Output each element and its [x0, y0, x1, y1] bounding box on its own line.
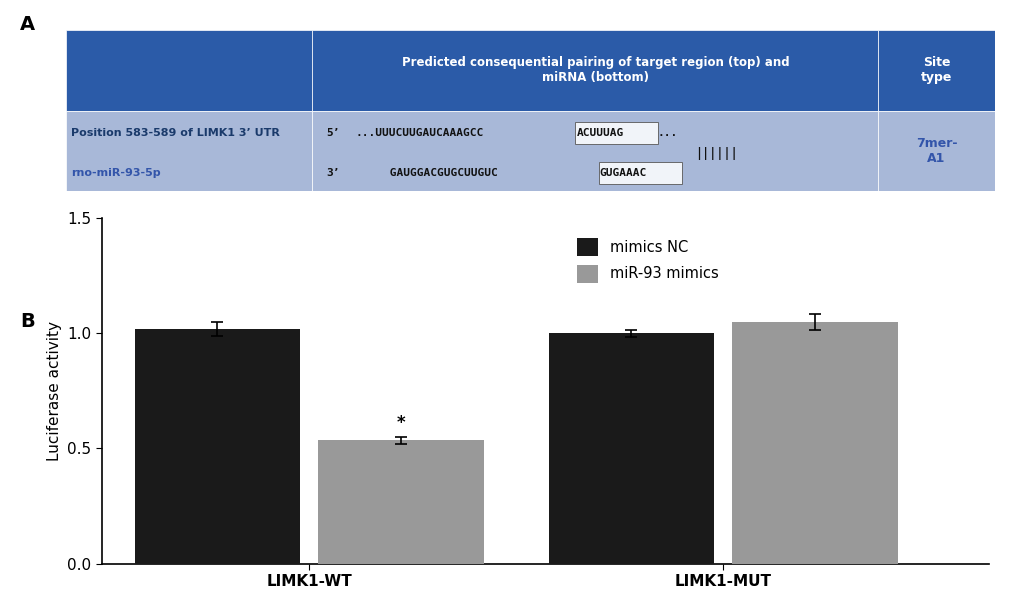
Bar: [575, 122, 658, 144]
Bar: [312, 30, 877, 110]
Bar: [66, 110, 312, 191]
Text: Site
type: Site type: [920, 56, 952, 84]
Text: Predicted consequential pairing of target region (top) and
miRNA (bottom): Predicted consequential pairing of targe…: [401, 56, 789, 84]
Text: B: B: [20, 312, 35, 331]
Bar: [548, 333, 713, 564]
Text: 3’: 3’: [326, 168, 339, 178]
Bar: [598, 162, 681, 184]
Text: GAUGGACGUGCUUGUC: GAUGGACGUGCUUGUC: [356, 168, 497, 178]
Text: GUGAAAC: GUGAAAC: [599, 168, 646, 178]
Bar: [312, 110, 877, 191]
Text: ||||||: ||||||: [694, 147, 737, 159]
Text: ACUUUAG: ACUUUAG: [576, 128, 623, 138]
Text: A: A: [20, 15, 36, 34]
Text: *: *: [396, 415, 405, 432]
Bar: [66, 30, 312, 110]
Legend: mimics NC, miR-93 mimics: mimics NC, miR-93 mimics: [571, 232, 723, 288]
Bar: [318, 441, 483, 564]
Text: ...: ...: [657, 128, 678, 138]
Bar: [135, 328, 300, 564]
Text: 5’: 5’: [326, 128, 339, 138]
Bar: [877, 30, 994, 110]
Text: ...UUUCUUGAUCAAAGCC: ...UUUCUUGAUCAAAGCC: [356, 128, 484, 138]
Text: 7mer-
A1: 7mer- A1: [915, 137, 956, 165]
Text: Position 583-589 of LIMK1 3’ UTR: Position 583-589 of LIMK1 3’ UTR: [71, 128, 279, 138]
Y-axis label: Luciferase activity: Luciferase activity: [47, 321, 62, 461]
Bar: [877, 110, 994, 191]
Bar: [732, 322, 897, 564]
Text: rno-miR-93-5p: rno-miR-93-5p: [71, 168, 160, 178]
